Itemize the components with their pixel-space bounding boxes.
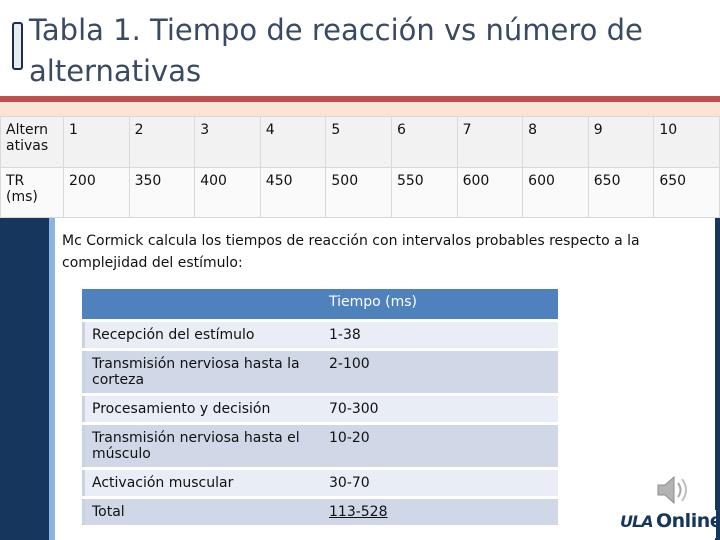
table-cell: 600 <box>522 167 589 218</box>
table-cell: 450 <box>259 167 327 218</box>
table-cell: 4 <box>259 116 327 168</box>
component-time: 30-70 <box>322 470 558 496</box>
component-label: Recepción del estímulo <box>82 322 322 348</box>
table-row: Recepción del estímulo 1-38 <box>82 322 558 348</box>
table-cell: 200 <box>63 167 130 218</box>
component-label: Transmisión nerviosa hasta el músculo <box>82 425 322 467</box>
total-time: 113-528 <box>322 499 558 525</box>
table-header-row: Tiempo (ms) <box>82 289 558 319</box>
table-cell: 550 <box>390 167 458 218</box>
table-cell: 350 <box>128 167 196 218</box>
table-row: Transmisión nerviosa hasta la corteza 2-… <box>82 351 558 393</box>
table-cell: 400 <box>194 167 261 218</box>
ula-online-logo: ULA Online <box>616 510 720 538</box>
component-label: Transmisión nerviosa hasta la corteza <box>82 351 322 393</box>
page-title: Tabla 1. Tiempo de reacción vs número de… <box>29 13 643 88</box>
title-divider <box>0 96 720 102</box>
left-sidebar-edge <box>49 216 55 540</box>
table-cell: 650 <box>653 167 720 218</box>
title-divider-band <box>0 102 720 116</box>
title-bracket-decoration <box>12 22 23 70</box>
table-row: Activación muscular 30-70 <box>82 470 558 496</box>
intro-paragraph: Mc Cormick calcula los tiempos de reacci… <box>62 233 640 271</box>
row-header: Altern ativas <box>0 116 64 168</box>
table-cell: 1 <box>63 116 130 168</box>
table-cell: 600 <box>456 167 524 218</box>
table-cell: 6 <box>390 116 458 168</box>
row-header: TR (ms) <box>0 167 64 218</box>
header-cell <box>82 289 322 319</box>
table-cell: 10 <box>653 116 720 168</box>
right-edge-bar <box>715 216 720 540</box>
component-label: Activación muscular <box>82 470 322 496</box>
alternatives-table: Altern ativas 1 2 3 4 5 6 7 8 9 10 TR (m… <box>0 116 720 218</box>
table-row: Procesamiento y decisión 70-300 <box>82 396 558 422</box>
total-label: Total <box>82 499 322 525</box>
reaction-time-components-table: Tiempo (ms) Recepción del estímulo 1-38 … <box>82 286 558 528</box>
component-time: 70-300 <box>322 396 558 422</box>
table-row: Transmisión nerviosa hasta el músculo 10… <box>82 425 558 467</box>
component-time: 10-20 <box>322 425 558 467</box>
component-label: Procesamiento y decisión <box>82 396 322 422</box>
table-cell: 7 <box>456 116 524 168</box>
table-cell: 650 <box>587 167 655 218</box>
component-time: 1-38 <box>322 322 558 348</box>
table-row-total: Total 113-528 <box>82 499 558 525</box>
logo-text: Online <box>656 510 720 532</box>
speaker-icon[interactable] <box>652 472 692 508</box>
component-time: 2-100 <box>322 351 558 393</box>
table-cell: 3 <box>194 116 261 168</box>
table-cell: 500 <box>325 167 392 218</box>
table-row: TR (ms) 200 350 400 450 500 550 600 600 … <box>0 167 720 218</box>
table-row: Altern ativas 1 2 3 4 5 6 7 8 9 10 <box>0 116 720 168</box>
table-cell: 2 <box>128 116 196 168</box>
header-cell: Tiempo (ms) <box>322 289 558 319</box>
logo-mark: ULA <box>620 512 654 531</box>
table-cell: 9 <box>587 116 655 168</box>
table-cell: 8 <box>522 116 589 168</box>
table-cell: 5 <box>325 116 392 168</box>
